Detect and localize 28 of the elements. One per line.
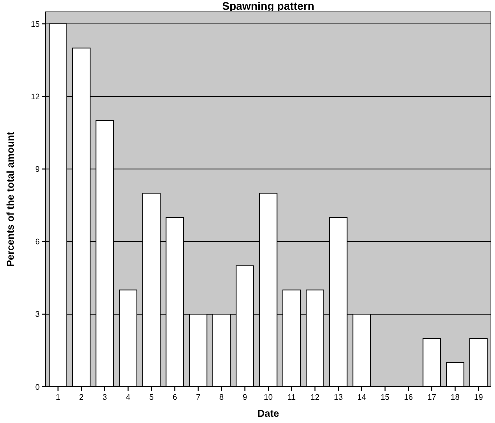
x-tick-label: 5 — [149, 393, 154, 402]
y-tick-label: 9 — [36, 165, 41, 174]
x-tick-label: 12 — [310, 393, 320, 402]
x-tick-label: 7 — [196, 393, 202, 402]
y-tick-label: 0 — [36, 382, 41, 392]
x-tick-label: 10 — [264, 393, 274, 402]
x-tick-label: 4 — [126, 393, 132, 402]
x-tick-label: 1 — [56, 393, 62, 402]
y-tick-label: 12 — [31, 92, 41, 102]
x-axis-title: Date — [258, 409, 280, 420]
x-tick-label: 17 — [428, 393, 438, 402]
x-tick-label: 15 — [380, 393, 390, 402]
x-tick-label: 11 — [288, 393, 297, 402]
x-tick-label: 14 — [357, 393, 367, 402]
x-tick-label: 13 — [334, 393, 344, 402]
x-tick-label: 9 — [242, 393, 248, 402]
chart-title: Spawning pattern — [222, 1, 315, 13]
x-tick-label: 19 — [474, 393, 484, 402]
y-tick-label: 6 — [36, 238, 41, 247]
y-axis-title: Percents of the total amount — [6, 131, 17, 268]
x-tick-label: 16 — [404, 393, 414, 402]
y-tick-label: 15 — [31, 20, 41, 29]
x-tick-label: 2 — [79, 393, 84, 402]
x-tick-label: 6 — [172, 393, 178, 402]
x-tick-label: 8 — [220, 393, 225, 402]
x-tick-label: 18 — [450, 393, 460, 402]
y-tick-label: 3 — [36, 310, 41, 320]
x-tick-label: 3 — [102, 393, 108, 402]
